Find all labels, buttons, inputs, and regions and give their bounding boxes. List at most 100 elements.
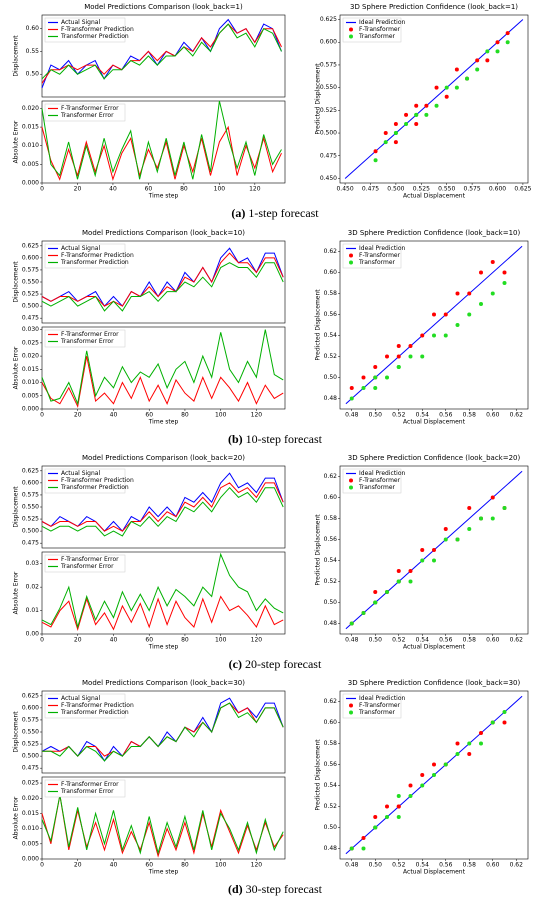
y-tick-label: 0.54: [324, 557, 338, 564]
series-line: [41, 356, 284, 409]
x-tick-label: 0.58: [463, 412, 477, 419]
x-tick-label: 0.54: [416, 637, 430, 644]
legend-label: Ideal Prediction: [359, 695, 406, 702]
scatter-point: [490, 291, 495, 296]
y-tick-label: 0.525: [22, 741, 39, 748]
scatter-point: [467, 312, 472, 317]
y-tick-label: 0.550: [320, 84, 337, 91]
legend-swatch: [349, 27, 353, 32]
scatter-point: [349, 396, 354, 401]
x-tick-label: 0.54: [416, 412, 430, 419]
x-tick-label: 0.62: [510, 637, 524, 644]
x-tick-label: 120: [251, 862, 263, 869]
scatter-point: [373, 365, 378, 369]
x-tick-label: 0.450: [336, 186, 353, 193]
scatter-point: [349, 386, 354, 390]
scatter-point: [361, 386, 366, 390]
legend-box: [44, 554, 126, 573]
y-tick-label: 0.62: [324, 698, 338, 705]
scatter-point: [479, 731, 483, 735]
y-tick-label: 0.02: [26, 584, 40, 591]
legend-label: F-Transformer Prediction: [61, 477, 134, 484]
legend-label: Ideal Prediction: [359, 470, 406, 477]
y-tick-label: 0.01: [26, 607, 40, 614]
legend-swatch: [349, 710, 353, 715]
y-tick-label: 0.50: [26, 71, 40, 78]
scatter-point: [502, 720, 507, 725]
legend-swatch: [349, 260, 353, 265]
caption-label: (c): [229, 657, 242, 671]
y-tick-label: 0.015: [22, 366, 39, 373]
scatter-point: [490, 495, 495, 500]
x-tick-label: 0.575: [464, 186, 481, 193]
y-tick-label: 0.525: [22, 516, 39, 523]
x-tick-label: 0.62: [510, 412, 524, 419]
x-tick-label: 0: [40, 862, 44, 869]
x-tick-label: 0.60: [486, 412, 500, 419]
y-tick-label: 0.010: [22, 379, 39, 386]
caption: (b) 10-step forecast: [228, 432, 323, 446]
legend-label: Transformer: [358, 259, 396, 266]
caption: (c) 20-step forecast: [229, 657, 322, 671]
y-tick-label: 0.005: [22, 840, 39, 847]
legend-label: Transformer Prediction: [60, 709, 129, 716]
plot-frame: [41, 326, 286, 410]
y-tick-label: 0.005: [22, 161, 39, 168]
x-tick-label: 20: [74, 186, 82, 193]
legend-label: F-Transformer Prediction: [61, 252, 134, 259]
scatter-point: [485, 58, 490, 63]
x-tick-label: 0.48: [345, 412, 359, 419]
x-tick-label: 0.550: [438, 186, 455, 193]
y-tick-label: 0.625: [22, 467, 39, 474]
y-axis-label: Absolute Error: [13, 796, 20, 839]
legend-label: F-Transformer Error: [61, 331, 119, 338]
x-tick-label: 80: [181, 637, 189, 644]
y-tick-label: 0.500: [320, 130, 337, 137]
series-line: [41, 795, 284, 855]
y-tick-label: 0.600: [22, 254, 39, 261]
legend-swatch: [349, 478, 353, 483]
x-tick-label: 0.625: [514, 186, 531, 193]
y-tick-label: 0.500: [22, 528, 39, 535]
x-tick-label: 120: [251, 412, 263, 419]
legend-label: F-Transformer Prediction: [61, 26, 134, 33]
y-tick-label: 0.50: [324, 824, 338, 831]
y-tick-label: 0.62: [324, 248, 338, 255]
x-tick-label: 20: [74, 862, 82, 869]
plot-frame: [339, 465, 529, 635]
scatter-point: [505, 40, 510, 45]
y-tick-label: 0.48: [324, 620, 338, 627]
scatter-point: [396, 804, 401, 809]
caption-label: (b): [228, 432, 243, 446]
y-tick-label: 0.000: [22, 180, 39, 187]
series-line: [41, 482, 284, 532]
scatter-point: [373, 600, 378, 605]
y-axis-label: Predicted Displacement: [315, 514, 322, 586]
scatter-point: [396, 794, 401, 798]
y-tick-label: 0.010: [22, 825, 39, 832]
legend-label: Actual Signal: [61, 245, 100, 252]
x-tick-label: 0.56: [439, 412, 453, 419]
scatter-point: [361, 611, 366, 615]
legend-label: F-Transformer Error: [61, 105, 119, 112]
series-line: [42, 702, 284, 762]
y-axis-label: Predicted Displacement: [315, 289, 322, 361]
scatter-point: [443, 333, 448, 338]
x-tick-label: 80: [181, 412, 189, 419]
scatter-point: [414, 112, 419, 117]
series-line: [41, 100, 282, 180]
y-tick-label: 0.475: [22, 315, 39, 322]
y-tick-label: 0.575: [22, 491, 39, 498]
scatter-point: [454, 67, 459, 72]
series-line: [41, 486, 284, 537]
y-tick-label: 0.000: [22, 406, 39, 413]
y-tick-label: 0.55: [26, 48, 40, 55]
scatter-point: [424, 112, 429, 117]
legend-box: [44, 103, 126, 122]
legend-label: Actual Signal: [61, 19, 100, 26]
y-tick-label: 0.575: [320, 61, 337, 68]
caption-text: 20-step forecast: [245, 657, 322, 671]
scatter-point: [383, 140, 388, 145]
